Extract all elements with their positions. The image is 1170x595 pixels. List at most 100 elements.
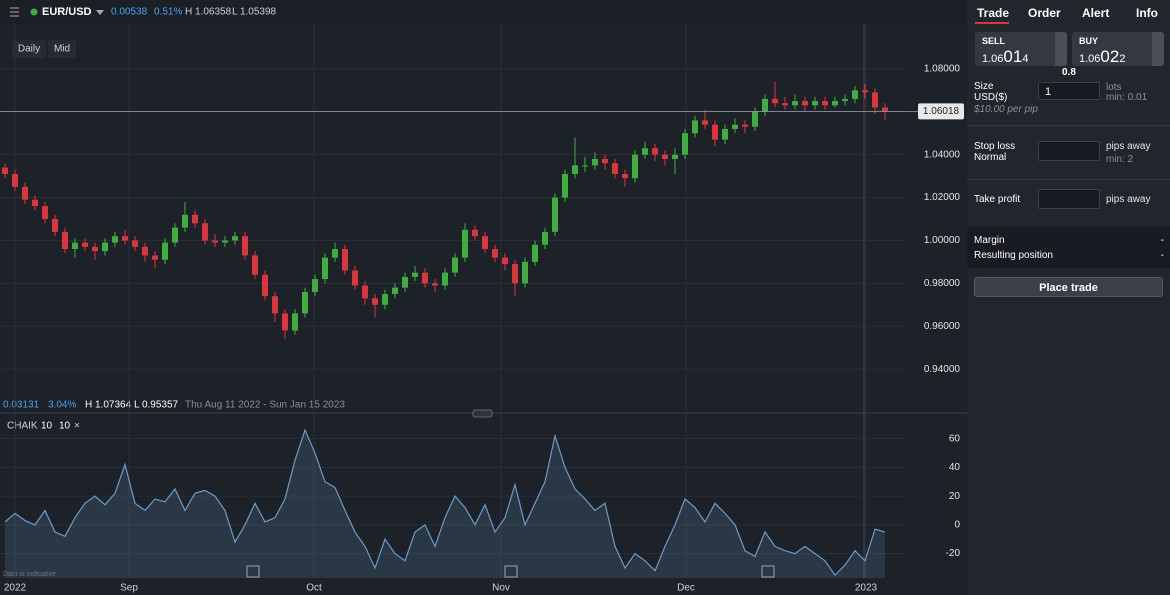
candle-body — [132, 240, 138, 247]
size-min: min: 0.01 — [1106, 92, 1148, 103]
candle-body — [252, 255, 258, 275]
candle-body — [722, 128, 728, 140]
change-pct: 0.51% — [154, 7, 182, 18]
candle-body — [122, 236, 128, 241]
indicator-name: CHAIK — [7, 421, 38, 432]
candle-body — [392, 287, 398, 295]
candle-body — [332, 249, 338, 258]
candle-body — [2, 167, 8, 174]
symbol[interactable]: EUR/USD — [42, 6, 92, 18]
candle-body — [372, 298, 378, 305]
candle-body — [42, 206, 48, 219]
symbol-dropdown[interactable] — [96, 10, 104, 15]
x-tick-label: Nov — [492, 583, 510, 594]
candle-body — [592, 158, 598, 166]
sell-label: SELL — [982, 36, 1006, 46]
pane-resize-handle[interactable] — [472, 409, 493, 418]
menu-icon[interactable] — [10, 7, 19, 17]
candle-body — [62, 231, 68, 250]
candle-body — [442, 272, 448, 286]
candle-body — [752, 111, 758, 127]
candle-body — [812, 101, 818, 106]
candle-body — [102, 242, 108, 252]
x-tick-label: Dec — [677, 583, 695, 594]
interval[interactable]: Daily — [18, 44, 40, 55]
candle-body — [562, 173, 568, 198]
x-tick-label: Oct — [306, 583, 322, 594]
take-profit-input[interactable] — [1038, 189, 1100, 209]
last-price-tag — [918, 103, 964, 120]
change: 0.00538 — [111, 7, 148, 18]
interval-button[interactable] — [12, 40, 46, 58]
take-profit-unit[interactable]: pips away — [1106, 194, 1151, 205]
trade-panel: Trade Order Alert Info SELL 1.06014 BUY … — [967, 0, 1170, 595]
candle-body — [702, 120, 708, 125]
candle-body — [802, 101, 808, 106]
y-tick-label: 1.04000 — [924, 149, 961, 160]
stop-loss-input[interactable] — [1038, 141, 1100, 161]
candle-body — [232, 236, 238, 241]
sell-price: 1.06014 — [982, 47, 1028, 67]
buy-price: 1.06022 — [1079, 47, 1125, 67]
candle-body — [732, 124, 738, 129]
candle-body — [312, 279, 318, 292]
price-big: 01 — [1003, 47, 1023, 66]
candle-body — [472, 229, 478, 237]
chart-bg — [0, 24, 967, 595]
stop-loss-mode: Normal — [974, 152, 1007, 163]
candle-body — [352, 270, 358, 286]
candle-body — [882, 107, 888, 112]
scroll — [1055, 32, 1067, 66]
candle-body — [522, 261, 528, 284]
candle-body — [412, 272, 418, 277]
y-tick-label: 40 — [949, 462, 961, 473]
candle-body — [92, 246, 98, 252]
candle-body — [512, 264, 518, 284]
candle-body — [572, 165, 578, 174]
tab[interactable]: Info — [1136, 6, 1158, 20]
candle-body — [342, 249, 348, 271]
stop-loss-unit[interactable]: pips away — [1106, 141, 1151, 152]
price-type[interactable]: Mid — [54, 44, 70, 55]
y-tick-label: 20 — [949, 491, 961, 502]
candle-body — [382, 294, 388, 305]
status-dot — [30, 8, 38, 16]
place-trade-button[interactable]: Place trade — [974, 277, 1163, 297]
candle-body — [862, 90, 868, 93]
candle-body — [362, 285, 368, 299]
candle-body — [852, 90, 858, 99]
candle-body — [552, 197, 558, 232]
stop-loss-min: min: 2 — [1106, 154, 1134, 165]
y-tick-label: 0.96000 — [924, 321, 961, 332]
indicator-param: 10 — [41, 421, 53, 432]
tab[interactable]: Order — [1028, 6, 1061, 20]
candle-body — [692, 120, 698, 134]
candle-body — [72, 242, 78, 250]
candle-body — [262, 274, 268, 297]
candle-body — [612, 163, 618, 174]
range-change-pct: 3.04% — [48, 400, 76, 411]
candle-body — [302, 291, 308, 314]
candle-body — [832, 101, 838, 106]
candle-body — [652, 148, 658, 155]
candle-body — [872, 92, 878, 108]
indicator-area — [5, 430, 885, 578]
candle-body — [322, 257, 328, 280]
candle-body — [542, 231, 548, 245]
candle-body — [642, 148, 648, 155]
tab[interactable]: Alert — [1082, 6, 1110, 20]
candle-body — [212, 240, 218, 243]
tab[interactable]: Trade — [977, 6, 1010, 20]
per-pip: $10.00 per pip — [974, 104, 1038, 115]
size-input[interactable]: 1 — [1038, 82, 1100, 100]
x-tick-label: 2023 — [855, 583, 878, 594]
candle-body — [162, 242, 168, 260]
candle-body — [742, 124, 748, 127]
sell-button[interactable]: SELL 1.06014 — [975, 32, 1067, 66]
candle-body — [192, 214, 198, 224]
price-type-button[interactable] — [48, 40, 76, 58]
candle-body — [662, 154, 668, 159]
indicator-close[interactable]: × — [74, 421, 80, 432]
buy-button[interactable]: BUY 1.06022 — [1072, 32, 1164, 66]
